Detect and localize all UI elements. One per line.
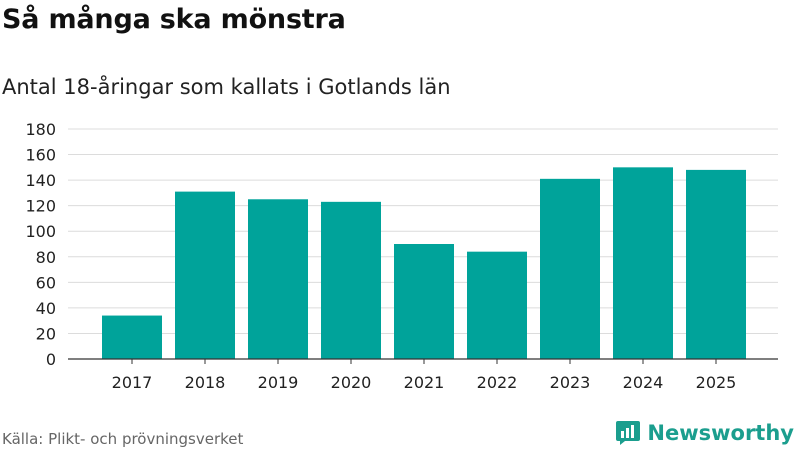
bar bbox=[102, 315, 162, 359]
newsworthy-logo-icon bbox=[616, 421, 641, 445]
x-tick-label: 2018 bbox=[185, 373, 226, 392]
bar bbox=[248, 199, 308, 359]
y-tick-label: 0 bbox=[46, 350, 56, 369]
x-tick-label: 2024 bbox=[623, 373, 664, 392]
brand-name: Newsworthy bbox=[647, 421, 794, 445]
bar bbox=[394, 244, 454, 359]
brand-logo[interactable]: Newsworthy bbox=[615, 420, 794, 446]
x-tick-label: 2022 bbox=[477, 373, 518, 392]
y-tick-label: 120 bbox=[25, 197, 56, 216]
chart-title: Så många ska mönstra bbox=[2, 4, 346, 35]
bar bbox=[613, 167, 673, 359]
source-note: Källa: Plikt- och prövningsverket bbox=[2, 430, 244, 448]
x-tick-label: 2017 bbox=[112, 373, 153, 392]
y-tick-label: 60 bbox=[36, 273, 56, 292]
y-tick-label: 180 bbox=[25, 120, 56, 139]
x-tick-label: 2021 bbox=[404, 373, 445, 392]
bar bbox=[175, 191, 235, 359]
bar bbox=[467, 251, 527, 359]
x-tick-label: 2020 bbox=[331, 373, 372, 392]
bar bbox=[540, 178, 600, 359]
y-tick-label: 140 bbox=[25, 171, 56, 190]
x-tick-label: 2023 bbox=[550, 373, 591, 392]
y-tick-label: 100 bbox=[25, 222, 56, 241]
y-tick-label: 20 bbox=[36, 324, 56, 343]
y-tick-label: 80 bbox=[36, 248, 56, 267]
x-tick-label: 2019 bbox=[258, 373, 299, 392]
bar bbox=[321, 201, 381, 359]
y-tick-label: 40 bbox=[36, 299, 56, 318]
chart-subtitle: Antal 18-åringar som kallats i Gotlands … bbox=[2, 75, 451, 99]
y-tick-label: 160 bbox=[25, 146, 56, 165]
x-tick-label: 2025 bbox=[696, 373, 737, 392]
bar bbox=[686, 169, 746, 359]
